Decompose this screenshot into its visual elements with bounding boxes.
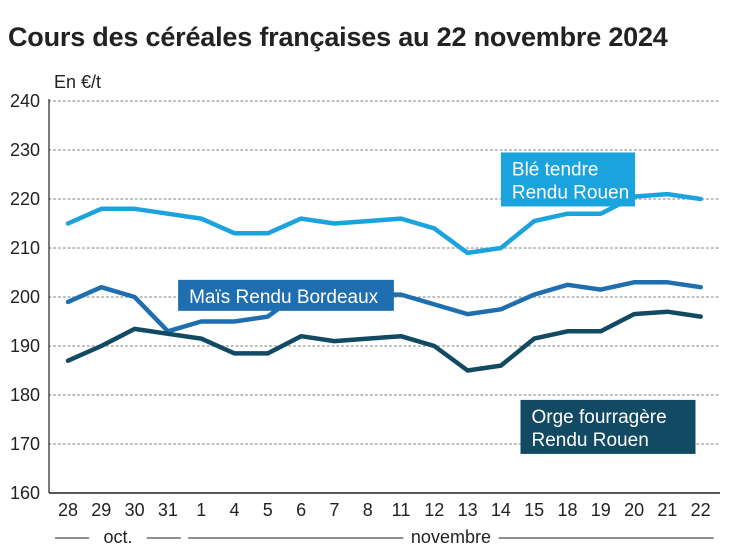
y-tick-label: 220 (10, 189, 40, 209)
series-label-box (500, 152, 636, 207)
y-tick-label: 210 (10, 238, 40, 258)
x-tick-label: 31 (158, 500, 178, 520)
axes (48, 99, 720, 494)
x-tick-label: 11 (392, 500, 411, 520)
y-tick-label: 160 (10, 483, 40, 503)
y-tick-label: 240 (10, 91, 40, 111)
x-tick-label: 15 (524, 500, 544, 520)
x-tick-label: 28 (58, 500, 78, 520)
y-axis-unit-label: En €/t (54, 72, 101, 92)
series-line-1 (65, 191, 703, 256)
series-label-text: Orge fourragère (532, 407, 667, 428)
month-labels: oct. novembre (55, 527, 714, 547)
x-tick-label: 29 (91, 500, 111, 520)
chart-title: Cours des céréales françaises au 22 nove… (8, 22, 668, 52)
x-tick-labels: 28 29 30 31 1 4 5 6 7 8 11 12 13 14 15 18 19 20 21 22 (58, 500, 711, 520)
y-tick-label: 230 (10, 140, 40, 160)
month-label: novembre (411, 527, 491, 547)
y-tick-labels: 160 170 180 190 200 210 220 230 240 (10, 91, 40, 503)
x-tick-label: 1 (196, 500, 206, 520)
x-tick-label: 6 (296, 500, 306, 520)
series-label-text: Rendu Rouen (532, 430, 649, 451)
series-label-text: Blé tendre (512, 159, 599, 180)
y-tick-label: 200 (10, 287, 40, 307)
series-line-3 (65, 309, 703, 373)
month-label: oct. (103, 527, 132, 547)
series-label-text: Rendu Rouen (512, 182, 629, 203)
x-tick-label: 18 (557, 500, 577, 520)
series-label-2: Maïs Rendu Bordeaux (178, 279, 394, 311)
series-label-text: Maïs Rendu Bordeaux (189, 287, 379, 308)
x-tick-label: 7 (329, 500, 339, 520)
x-tick-label: 14 (491, 500, 511, 520)
x-tick-label: 13 (458, 500, 478, 520)
x-tick-label: 8 (363, 500, 373, 520)
y-tick-label: 180 (10, 385, 40, 405)
x-tick-label: 21 (657, 500, 677, 520)
series-label-box (520, 399, 696, 454)
x-tick-label: 22 (691, 500, 711, 520)
x-tick-label: 4 (229, 500, 239, 520)
x-tick-label: 20 (624, 500, 644, 520)
x-tick-label: 30 (125, 500, 145, 520)
x-tick-label: 5 (263, 500, 273, 520)
y-tick-label: 190 (10, 336, 40, 356)
series-label-box (178, 279, 394, 311)
y-tick-label: 170 (10, 434, 40, 454)
x-tick-label: 19 (591, 500, 611, 520)
x-tick-label: 12 (424, 500, 444, 520)
gridlines (48, 100, 721, 445)
